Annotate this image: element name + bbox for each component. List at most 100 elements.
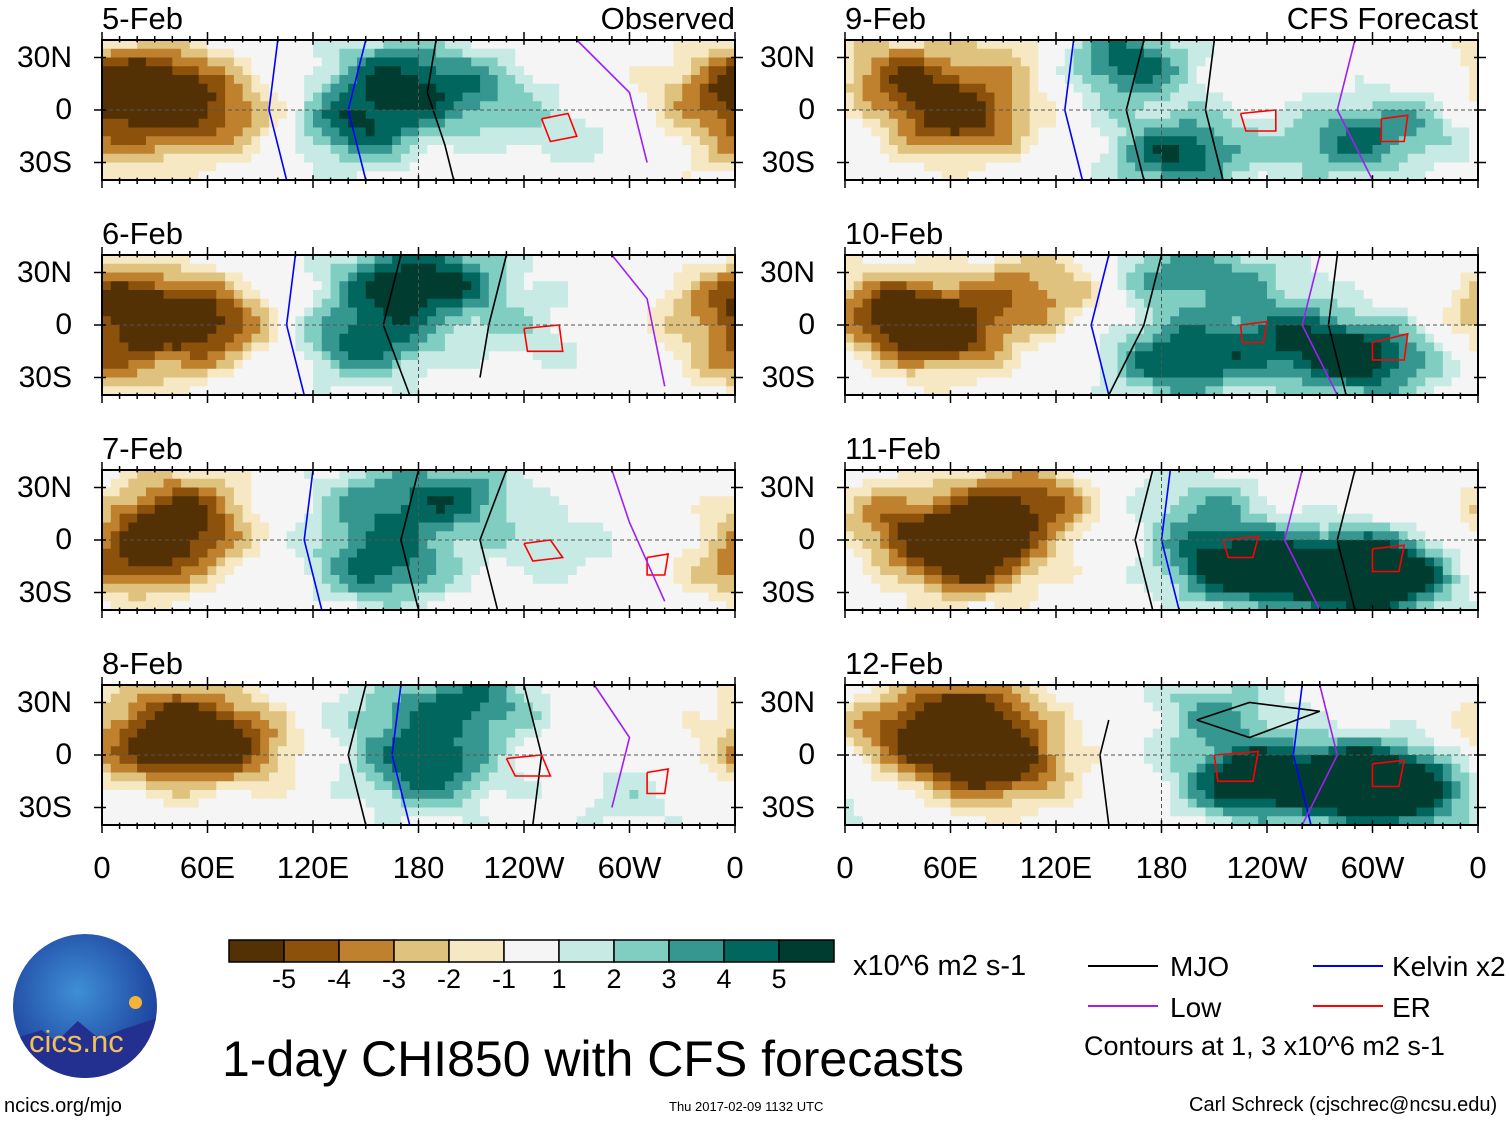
field-cell: [462, 720, 472, 730]
field-cell: [444, 272, 455, 282]
field-cell: [189, 592, 200, 602]
field-cell: [110, 505, 121, 515]
field-cell: [673, 75, 683, 85]
field-cell: [392, 101, 402, 111]
field-cell: [655, 737, 666, 747]
field-cell: [233, 601, 244, 611]
field-cell: [576, 290, 587, 300]
field-cell: [647, 145, 657, 155]
field-cell: [717, 685, 727, 695]
field-cell: [330, 83, 340, 93]
field-cell: [567, 505, 578, 515]
field-cell: [611, 110, 622, 120]
field-cell: [453, 728, 463, 738]
field-cell: [304, 592, 314, 602]
field-cell: [559, 566, 569, 576]
field-cell: [110, 48, 121, 58]
field-cell: [295, 702, 305, 712]
field-cell: [638, 333, 648, 343]
field-cell: [638, 110, 648, 120]
field-cell: [102, 592, 112, 602]
field-cell: [383, 263, 393, 273]
field-cell: [717, 522, 727, 532]
field-cell: [682, 566, 692, 576]
field-cell: [576, 360, 587, 370]
field-cell: [550, 575, 560, 585]
field-cell: [488, 522, 499, 532]
field-cell: [374, 592, 384, 602]
field-cell: [321, 711, 332, 721]
field-cell: [629, 171, 639, 181]
field-cell: [137, 781, 147, 791]
field-cell: [356, 263, 367, 273]
field-cell: [181, 342, 191, 352]
field-cell: [708, 693, 718, 703]
field-cell: [198, 118, 208, 128]
field-cell: [277, 470, 288, 480]
field-cell: [726, 263, 736, 273]
field-cell: [304, 40, 314, 50]
field-cell: [216, 711, 226, 721]
field-cell: [453, 263, 463, 273]
field-cell: [216, 351, 226, 361]
field-cell: [427, 790, 437, 800]
field-cell: [400, 772, 411, 782]
field-cell: [269, 118, 279, 128]
field-cell: [172, 816, 182, 826]
field-cell: [488, 171, 499, 181]
panel-6-Feb: [94, 247, 743, 403]
field-cell: [699, 316, 710, 326]
field-cell: [585, 720, 595, 730]
field-cell: [137, 40, 147, 50]
field-cell: [699, 728, 710, 738]
field-cell: [172, 272, 182, 282]
field-cell: [383, 162, 393, 172]
field-cell: [515, 685, 525, 695]
field-cell: [409, 75, 419, 85]
field-cell: [269, 57, 279, 67]
field-cell: [295, 162, 305, 172]
field-cell: [321, 298, 332, 308]
field-cell: [225, 583, 235, 593]
field-cell: [356, 92, 367, 102]
field-cell: [427, 522, 437, 532]
field-cell: [110, 548, 121, 558]
field-cell: [269, 583, 279, 593]
field-cell: [409, 772, 419, 782]
field-cell: [321, 790, 332, 800]
field-cell: [541, 693, 551, 703]
field-cell: [471, 263, 481, 273]
field-cell: [506, 255, 516, 265]
field-cell: [629, 816, 639, 826]
field-cell: [471, 272, 481, 282]
field-cell: [348, 281, 358, 291]
field-cell: [145, 290, 156, 300]
field-cell: [436, 575, 446, 585]
field-cell: [163, 807, 173, 817]
field-cell: [189, 693, 200, 703]
field-cell: [682, 127, 692, 137]
field-cell: [629, 798, 639, 808]
field-cell: [682, 360, 692, 370]
field-cell: [313, 298, 323, 308]
field-cell: [726, 48, 736, 58]
field-cell: [664, 566, 674, 576]
field-cell: [717, 110, 727, 120]
field-cell: [699, 83, 710, 93]
field-cell: [145, 342, 156, 352]
field-cell: [356, 781, 367, 791]
field-cell: [585, 145, 595, 155]
field-cell: [524, 351, 534, 361]
field-cell: [603, 377, 613, 387]
field-cell: [691, 513, 701, 523]
field-cell: [128, 496, 138, 506]
field-cell: [620, 548, 630, 558]
field-cell: [717, 693, 727, 703]
field-cell: [242, 755, 252, 765]
field-cell: [189, 325, 200, 335]
field-cell: [392, 40, 402, 50]
field-cell: [708, 592, 718, 602]
field-cell: [673, 325, 683, 335]
field-cell: [110, 693, 121, 703]
field-cell: [567, 798, 578, 808]
